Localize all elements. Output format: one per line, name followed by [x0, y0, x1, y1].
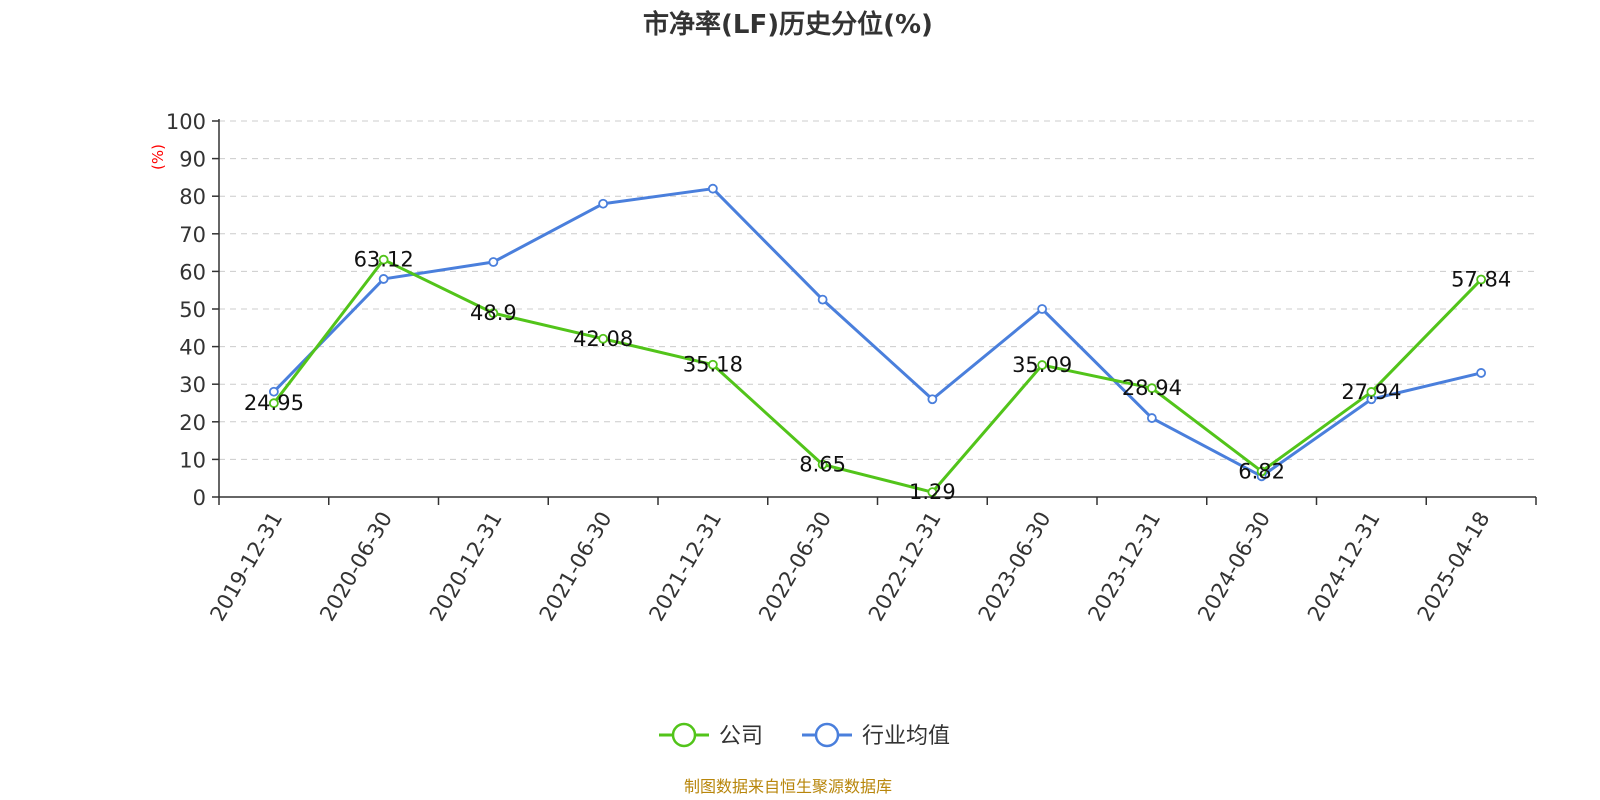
x-tick-label: 2022-12-31 [864, 508, 946, 626]
point-company[interactable] [817, 459, 828, 470]
legend-item-company[interactable]: 公司 [659, 722, 763, 749]
data-label: 42.08 [573, 327, 633, 351]
data-label: 8.65 [799, 452, 846, 476]
point-company[interactable] [1476, 274, 1487, 285]
legend-label: 公司 [719, 724, 763, 749]
axes [212, 119, 1537, 505]
series-line-industry [272, 187, 1482, 478]
data-labels: 24.95 63.12 48.9 42.08 35.18 8.65 1.29 35.09 28.… [244, 248, 1511, 504]
data-label: 63.12 [354, 248, 414, 272]
point-company[interactable] [488, 308, 499, 319]
point-industry[interactable] [488, 257, 499, 267]
data-label: 1.29 [909, 480, 956, 504]
x-tick-label: 2021-06-30 [535, 508, 617, 626]
y-tick-label: 70 [179, 223, 206, 247]
source-note: 制图数据来自恒生聚源数据库 [684, 777, 892, 796]
point-company[interactable] [1037, 360, 1048, 370]
y-axis-unit: (%) [149, 144, 167, 170]
point-industry[interactable] [598, 198, 609, 209]
y-tick-label: 0 [193, 486, 206, 510]
point-industry[interactable] [1037, 304, 1048, 314]
y-tick-label: 90 [179, 148, 206, 172]
y-tick-label: 80 [179, 185, 206, 209]
point-company[interactable] [927, 487, 938, 498]
data-label: 48.9 [470, 301, 517, 325]
x-tick-label: 2023-06-30 [974, 508, 1056, 626]
chart-title: 市净率(LF)历史分位(%) [643, 9, 933, 40]
y-tick-label: 60 [179, 260, 206, 284]
data-label: 6.82 [1238, 459, 1285, 483]
x-axis-ticks: 2019-12-31 2020-06-30 2020-12-31 2021-06-30… [205, 508, 1494, 626]
point-industry[interactable] [927, 394, 938, 405]
legend-circle [814, 722, 840, 748]
data-label: 24.95 [244, 391, 304, 415]
legend-item-industry[interactable]: 行业均值 [802, 722, 950, 749]
legend[interactable]: 公司 行业均值 [659, 722, 950, 749]
legend-label: 行业均值 [862, 724, 950, 749]
grid-lines [219, 120, 1536, 460]
y-tick-label: 30 [179, 373, 206, 397]
x-tick-label: 2022-06-30 [754, 508, 836, 626]
point-industry[interactable] [817, 294, 828, 305]
point-industry[interactable] [1146, 413, 1157, 423]
point-company[interactable] [1366, 387, 1377, 397]
series-line-company [272, 258, 1483, 494]
data-label: 35.18 [683, 353, 743, 377]
legend-marker-industry [802, 722, 852, 748]
data-label: 57.84 [1451, 268, 1511, 292]
y-axis-ticks: 0 10 20 30 40 50 60 70 80 90 100 [166, 110, 206, 510]
point-company[interactable] [707, 359, 718, 370]
point-company[interactable] [268, 398, 279, 409]
legend-circle [671, 722, 697, 748]
data-label: 27.94 [1341, 380, 1401, 404]
point-industry[interactable] [378, 274, 389, 284]
point-industry[interactable] [268, 386, 279, 397]
data-label: 28.94 [1122, 376, 1182, 400]
y-tick-label: 20 [179, 411, 206, 435]
point-company[interactable] [1146, 383, 1157, 394]
point-industry[interactable] [1476, 368, 1487, 378]
series-layer [268, 183, 1487, 498]
y-tick-label: 40 [179, 336, 206, 360]
x-tick-label: 2020-12-31 [425, 508, 507, 626]
y-tick-label: 50 [179, 298, 206, 322]
x-tick-label: 2019-12-31 [205, 508, 287, 626]
point-industry[interactable] [707, 183, 718, 194]
point-company[interactable] [1256, 466, 1267, 477]
x-tick-label: 2020-06-30 [315, 508, 397, 626]
data-label: 35.09 [1012, 353, 1072, 377]
legend-marker-company [659, 722, 709, 748]
x-tick-label: 2025-04-18 [1413, 508, 1495, 626]
x-tick-label: 2024-06-30 [1193, 508, 1275, 626]
point-company[interactable] [378, 254, 389, 265]
y-tick-label: 10 [179, 448, 206, 472]
x-tick-label: 2023-12-31 [1083, 508, 1165, 626]
x-tick-label: 2024-12-31 [1303, 508, 1385, 626]
point-company[interactable] [598, 333, 609, 344]
x-tick-label: 2021-12-31 [644, 508, 726, 626]
y-tick-label: 100 [166, 110, 206, 134]
